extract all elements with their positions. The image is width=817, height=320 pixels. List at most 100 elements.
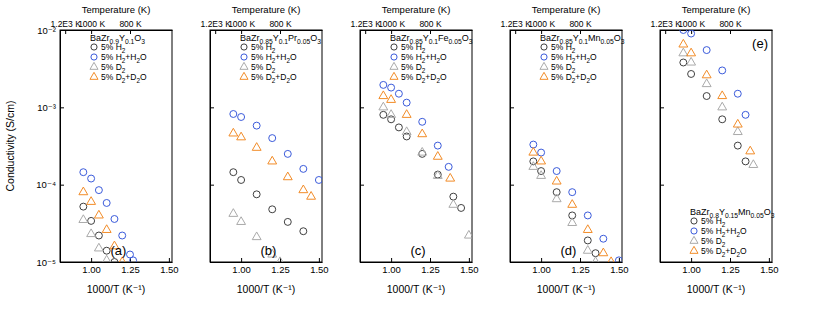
point — [584, 237, 591, 244]
tick-label: 1000 K — [528, 19, 555, 29]
point — [687, 48, 696, 56]
tick-label: 1000 K — [228, 19, 255, 29]
tick — [360, 262, 364, 263]
x2-axis-title: Temperature (K) — [382, 4, 451, 15]
series — [80, 169, 137, 262]
tick — [660, 185, 664, 186]
series — [679, 48, 758, 167]
tick: 10⁻⁵ — [36, 257, 64, 268]
point — [380, 111, 387, 118]
point — [387, 95, 396, 103]
figure: 1.001.251.5010⁻⁵10⁻⁴10⁻³10⁻²1.2E3 K1000 … — [0, 0, 817, 320]
tick-label: 1.50 — [160, 264, 179, 275]
point — [703, 47, 710, 54]
x2-axis-title: Temperature (K) — [532, 4, 601, 15]
series — [379, 102, 472, 238]
point — [746, 146, 755, 154]
series — [680, 30, 749, 118]
x-axis: 1.001.251.50 — [661, 258, 779, 275]
legend-label: 5% D2+D2O — [551, 72, 597, 84]
tick-mark — [660, 185, 664, 186]
point — [529, 162, 538, 170]
legend-marker — [691, 218, 697, 224]
point — [284, 150, 291, 157]
tick-mark — [360, 185, 364, 186]
point — [95, 187, 102, 194]
legend-marker — [390, 72, 398, 79]
axis-line — [360, 31, 361, 263]
legend-marker — [541, 44, 547, 50]
tick: 10⁻⁴ — [36, 179, 64, 190]
panel: 1.001.251.501.2E3 K1000 K800 KTemperatur… — [201, 4, 329, 295]
point — [679, 48, 688, 56]
axis-line — [61, 262, 173, 263]
point — [592, 250, 599, 257]
legend-marker — [391, 54, 397, 60]
tick-label: 1.25 — [571, 264, 590, 275]
legend: BaZr0.85Y0.1Fe0.05O35% H25% H2+H2O5% D25… — [390, 33, 473, 84]
series — [679, 39, 755, 154]
y-axis — [660, 31, 664, 263]
tick-mark — [91, 258, 92, 262]
panel: 1.001.251.501.2E3 K1000 K800 KTemperatur… — [351, 4, 479, 295]
tick-mark — [691, 258, 692, 262]
series — [229, 128, 316, 199]
point — [742, 111, 749, 118]
series — [79, 215, 111, 262]
point — [718, 91, 727, 99]
point — [79, 187, 88, 195]
point — [464, 230, 472, 238]
legend-label: 5% D2+D2O — [251, 72, 297, 84]
x-axis-title: 1000/T (K⁻¹) — [237, 283, 295, 295]
point — [687, 57, 696, 65]
point — [395, 90, 402, 97]
series — [530, 141, 622, 262]
panel: 1.001.251.501.2E3 K1000 K800 KTemperatur… — [651, 4, 779, 295]
tick: 1.00 — [82, 258, 101, 275]
axis-line — [661, 262, 773, 263]
tick-mark — [360, 107, 364, 108]
legend-marker — [540, 62, 548, 69]
point — [433, 152, 442, 160]
plot-frame — [660, 30, 772, 262]
axis-line — [661, 30, 773, 31]
point — [307, 192, 316, 200]
legend: BaZr0.8Y0.15Mn0.05O35% H25% H2+H2O5% D25… — [690, 207, 775, 258]
y-axis: 10⁻⁵10⁻⁴10⁻³10⁻² — [36, 25, 64, 268]
data-area — [679, 30, 758, 167]
point — [600, 235, 607, 242]
tick — [510, 185, 514, 186]
tick-mark — [769, 258, 770, 262]
tick-label: 1.50 — [610, 264, 629, 275]
tick-mark — [210, 185, 214, 186]
x2-axis: 1.2E3 K1000 K800 K — [201, 19, 323, 34]
tick-label: 1.50 — [460, 264, 479, 275]
tick: 1000 K — [228, 19, 255, 34]
point — [299, 185, 308, 193]
legend: BaZr0.85Y0.1Mn0.05O35% H25% H2+H2O5% D25… — [540, 33, 625, 84]
panel-label: (e) — [752, 36, 768, 51]
tick — [510, 262, 514, 263]
legend-marker — [691, 228, 697, 234]
point — [688, 30, 695, 37]
tick-label: 1.25 — [421, 264, 440, 275]
point — [230, 111, 237, 118]
legend-marker — [91, 44, 97, 50]
tick: 1000 K — [378, 19, 405, 34]
point — [103, 199, 110, 206]
point — [229, 128, 238, 136]
tick-label: 1.25 — [721, 264, 740, 275]
point — [269, 206, 276, 213]
tick — [510, 107, 514, 108]
axis-line — [60, 31, 61, 263]
tick: 1.50 — [160, 258, 179, 275]
point — [419, 118, 426, 125]
tick-mark — [510, 185, 514, 186]
legend-marker — [90, 62, 98, 69]
point — [315, 176, 322, 183]
tick-label: 1.2E3 K — [651, 19, 682, 29]
tick — [360, 185, 364, 186]
tick-mark — [391, 258, 392, 262]
tick-mark — [619, 258, 620, 262]
plot-frame — [210, 30, 322, 262]
